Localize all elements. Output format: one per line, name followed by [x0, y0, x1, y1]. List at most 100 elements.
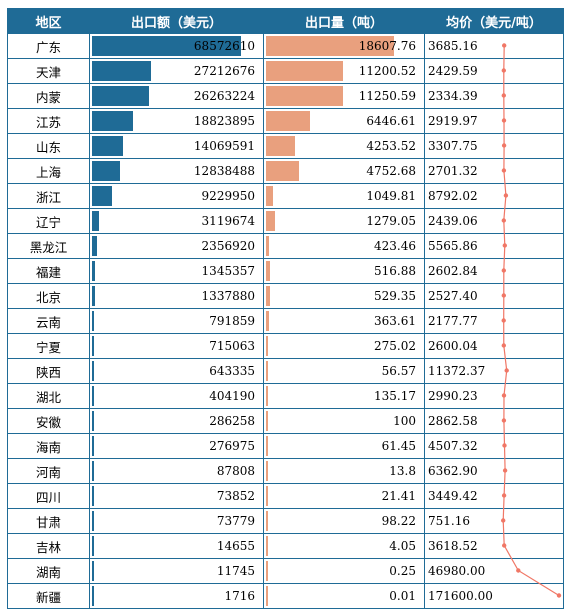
export-volume-cell: 4752.68 — [263, 158, 425, 184]
avg-price-cell: 8792.02 — [424, 183, 564, 209]
region-cell: 福建 — [7, 258, 90, 284]
export-volume-label: 4253.52 — [366, 139, 416, 153]
export-volume-label: 0.25 — [389, 564, 416, 578]
export-value-cell: 14655 — [89, 533, 264, 559]
export-volume-bar — [266, 486, 268, 506]
export-value-label: 276975 — [209, 439, 255, 453]
export-value-label: 14655 — [216, 539, 255, 553]
avg-price-cell: 46980.00 — [424, 558, 564, 584]
export-volume-bar — [266, 86, 344, 106]
avg-price-cell: 2439.06 — [424, 208, 564, 234]
export-volume-label: 275.02 — [374, 339, 416, 353]
export-value-bar — [92, 536, 94, 556]
avg-price-cell: 2600.04 — [424, 333, 564, 359]
export-value-label: 26263224 — [193, 89, 255, 103]
export-value-label: 1345357 — [201, 264, 255, 278]
export-volume-label: 6446.61 — [366, 114, 416, 128]
table-row: 山东 14069591 4253.52 3307.75 — [7, 133, 564, 159]
export-volume-cell: 98.22 — [263, 508, 425, 534]
export-value-bar — [92, 311, 94, 331]
avg-price-cell: 5565.86 — [424, 233, 564, 259]
export-value-cell: 2356920 — [89, 233, 264, 259]
region-cell: 云南 — [7, 308, 90, 334]
region-cell: 四川 — [7, 483, 90, 509]
export-volume-bar — [266, 261, 270, 281]
region-cell: 上海 — [7, 158, 90, 184]
export-volume-label: 0.01 — [389, 589, 416, 603]
export-volume-label: 11250.59 — [358, 89, 416, 103]
table-row: 上海 12838488 4752.68 2701.32 — [7, 158, 564, 184]
avg-price-cell: 2602.84 — [424, 258, 564, 284]
export-volume-bar — [266, 311, 269, 331]
export-volume-bar — [266, 336, 268, 356]
export-volume-cell: 516.88 — [263, 258, 425, 284]
export-value-bar — [92, 36, 241, 56]
region-cell: 黑龙江 — [7, 233, 90, 259]
export-value-cell: 73852 — [89, 483, 264, 509]
export-volume-cell: 11200.52 — [263, 58, 425, 84]
export-volume-cell: 13.8 — [263, 458, 425, 484]
avg-price-cell: 2429.59 — [424, 58, 564, 84]
export-value-label: 12838488 — [193, 164, 255, 178]
avg-price-cell: 171600.00 — [424, 583, 564, 609]
export-volume-bar — [266, 136, 296, 156]
region-cell: 江苏 — [7, 108, 90, 134]
export-volume-bar — [266, 186, 274, 206]
export-volume-cell: 1049.81 — [263, 183, 425, 209]
region-cell: 山东 — [7, 133, 90, 159]
export-volume-label: 18607.76 — [358, 39, 416, 53]
export-value-cell: 715063 — [89, 333, 264, 359]
export-value-label: 73779 — [216, 514, 255, 528]
export-value-cell: 18823895 — [89, 108, 264, 134]
export-value-cell: 9229950 — [89, 183, 264, 209]
export-value-cell: 276975 — [89, 433, 264, 459]
export-value-cell: 1337880 — [89, 283, 264, 309]
export-volume-bar — [266, 411, 268, 431]
export-value-cell: 643335 — [89, 358, 264, 384]
table-row: 黑龙江 2356920 423.46 5565.86 — [7, 233, 564, 259]
export-value-bar — [92, 411, 94, 431]
export-value-bar — [92, 236, 98, 256]
export-value-cell: 286258 — [89, 408, 264, 434]
avg-price-cell: 2527.40 — [424, 283, 564, 309]
region-cell: 海南 — [7, 433, 90, 459]
export-value-label: 404190 — [209, 389, 255, 403]
export-volume-cell: 61.45 — [263, 433, 425, 459]
export-volume-bar — [266, 361, 268, 381]
table-row: 浙江 9229950 1049.81 8792.02 — [7, 183, 564, 209]
export-volume-cell: 1279.05 — [263, 208, 425, 234]
export-value-cell: 404190 — [89, 383, 264, 409]
region-cell: 湖南 — [7, 558, 90, 584]
export-volume-cell: 363.61 — [263, 308, 425, 334]
region-cell: 河南 — [7, 458, 90, 484]
avg-price-cell: 3618.52 — [424, 533, 564, 559]
header-export-volume: 出口量（吨） — [263, 8, 425, 34]
table-row: 宁夏 715063 275.02 2600.04 — [7, 333, 564, 359]
export-volume-bar — [266, 586, 268, 606]
table-row: 辽宁 3119674 1279.05 2439.06 — [7, 208, 564, 234]
export-volume-cell: 11250.59 — [263, 83, 425, 109]
export-value-bar — [92, 111, 133, 131]
region-cell: 天津 — [7, 58, 90, 84]
export-volume-label: 1279.05 — [366, 214, 416, 228]
export-volume-label: 423.46 — [374, 239, 416, 253]
export-value-bar — [92, 336, 94, 356]
region-cell: 广东 — [7, 33, 90, 59]
table-row: 天津 27212676 11200.52 2429.59 — [7, 58, 564, 84]
export-value-bar — [92, 261, 95, 281]
table-row: 河南 87808 13.8 6362.90 — [7, 458, 564, 484]
table-row: 安徽 286258 100 2862.58 — [7, 408, 564, 434]
avg-price-cell: 2334.39 — [424, 83, 564, 109]
export-value-bar — [92, 511, 94, 531]
export-value-cell: 791859 — [89, 308, 264, 334]
export-value-label: 68572610 — [193, 39, 255, 53]
table-row: 湖北 404190 135.17 2990.23 — [7, 383, 564, 409]
export-volume-cell: 56.57 — [263, 358, 425, 384]
table-row: 吉林 14655 4.05 3618.52 — [7, 533, 564, 559]
export-value-label: 14069591 — [193, 139, 255, 153]
table-row: 江苏 18823895 6446.61 2919.97 — [7, 108, 564, 134]
region-cell: 甘肃 — [7, 508, 90, 534]
table-row: 甘肃 73779 98.22 751.16 — [7, 508, 564, 534]
export-volume-bar — [266, 36, 394, 56]
table-row: 广东 68572610 18607.76 3685.16 — [7, 33, 564, 59]
